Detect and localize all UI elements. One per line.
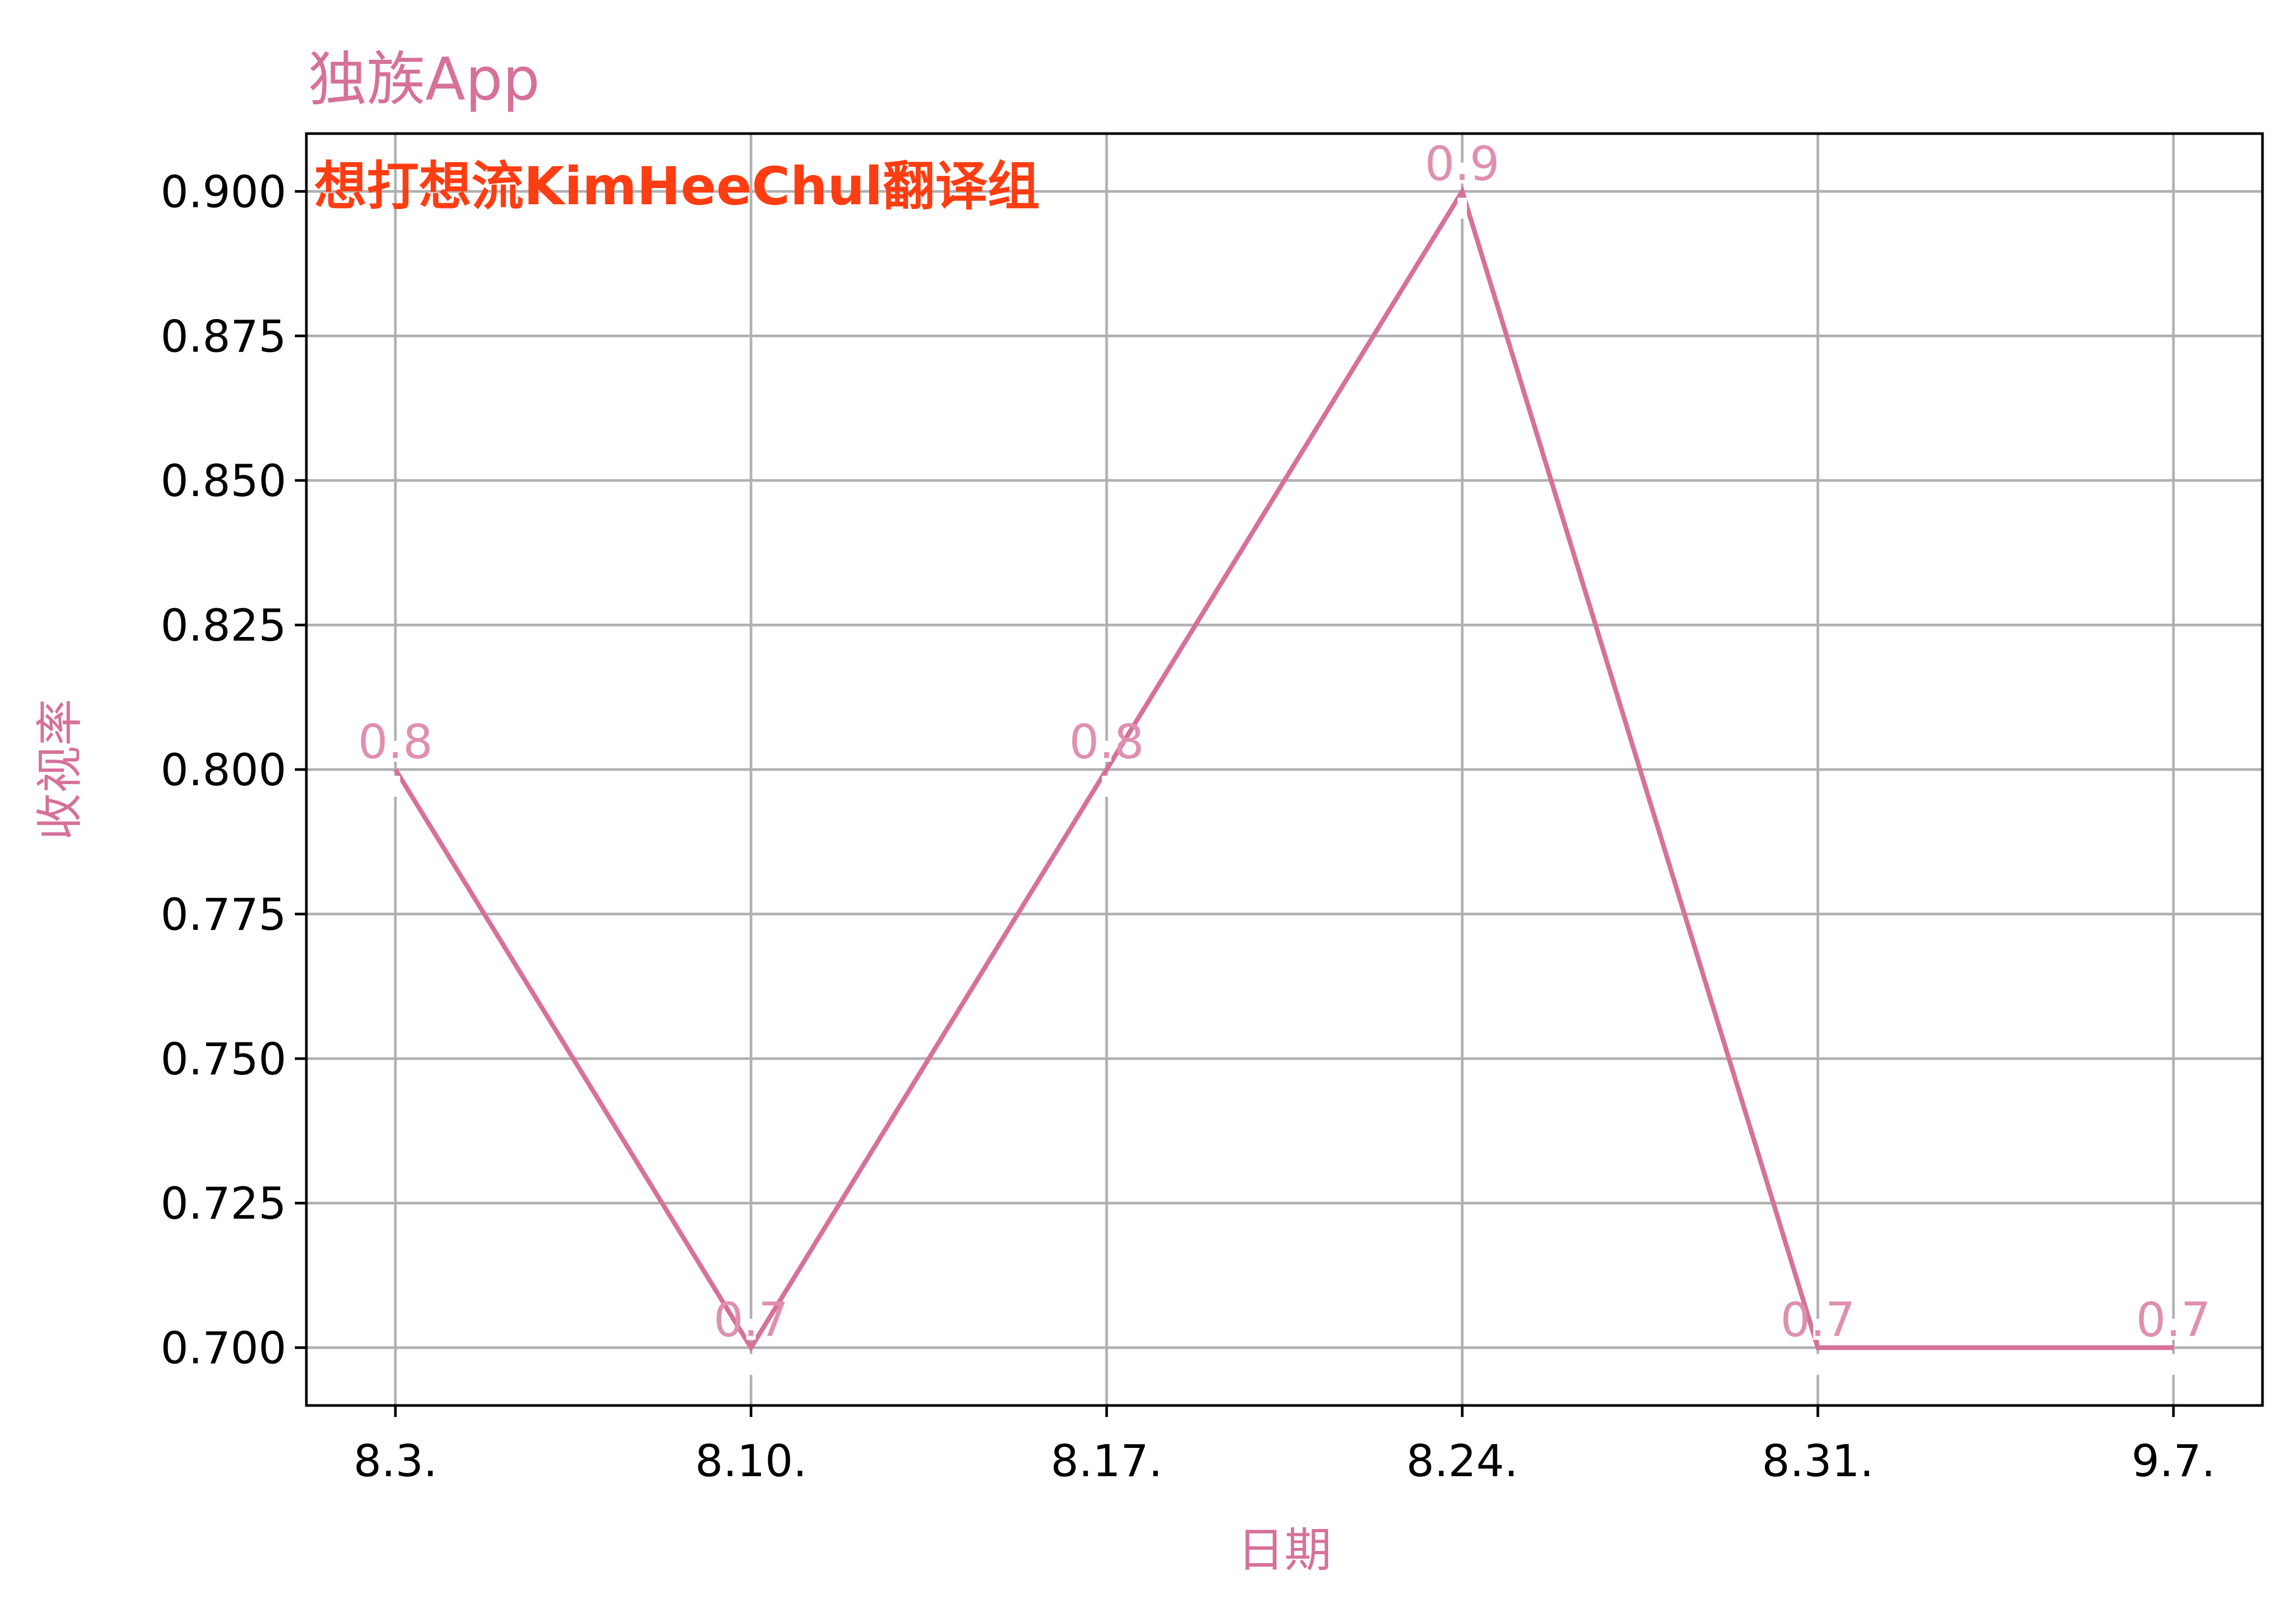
y-tick-label: 0.750 bbox=[161, 1034, 286, 1085]
y-tick-label: 0.725 bbox=[161, 1178, 286, 1229]
grid-layer bbox=[306, 134, 2262, 1405]
data-point-marker bbox=[391, 741, 400, 762]
data-label: 0.9 bbox=[1425, 136, 1499, 191]
x-tick-label: 9.7. bbox=[2132, 1435, 2215, 1487]
data-point-marker bbox=[2169, 1319, 2178, 1340]
y-tick-label: 0.825 bbox=[161, 600, 286, 651]
data-label: 0.8 bbox=[1069, 715, 1144, 770]
data-point-marker bbox=[2169, 1354, 2178, 1375]
y-tick-label: 0.700 bbox=[161, 1323, 286, 1374]
x-tick-label: 8.31. bbox=[1762, 1435, 1874, 1487]
y-axis-label: 收视率 bbox=[32, 699, 87, 840]
data-point-marker bbox=[1813, 1319, 1823, 1340]
x-tick-label: 8.24. bbox=[1406, 1435, 1518, 1487]
data-label: 0.7 bbox=[1780, 1293, 1855, 1348]
data-label: 0.7 bbox=[713, 1293, 788, 1348]
x-axis-label: 日期 bbox=[1238, 1523, 1332, 1578]
data-point-marker bbox=[1813, 1354, 1823, 1375]
y-tick-label: 0.800 bbox=[161, 744, 286, 796]
y-tick-label: 0.875 bbox=[161, 311, 286, 362]
data-point-marker bbox=[1102, 776, 1111, 797]
data-label: 0.8 bbox=[358, 715, 433, 770]
series-line-layer bbox=[393, 185, 2173, 1353]
data-point-marker bbox=[1458, 162, 1467, 184]
watermark-annotation: 想打想流KimHeeChul翻译组 bbox=[314, 156, 1040, 217]
data-point-marker bbox=[1458, 197, 1467, 219]
data-point-marker bbox=[746, 1319, 756, 1340]
data-point-marker bbox=[1102, 741, 1111, 762]
x-tick-label: 8.17. bbox=[1051, 1435, 1163, 1487]
series-line bbox=[393, 185, 2173, 1353]
y-tick-label: 0.850 bbox=[161, 455, 286, 507]
chart-title: 独族App bbox=[308, 46, 540, 114]
data-label: 0.7 bbox=[2136, 1293, 2211, 1348]
tick-layer: 0.700 0.725 0.750 0.775 0.800 0.825 0.850 0.875… bbox=[161, 166, 2216, 1487]
data-label-layer: 0.8 0.7 0.8 0.9 0.7 0.7 bbox=[358, 136, 2211, 1375]
data-point-marker bbox=[746, 1354, 756, 1375]
y-tick-label: 0.775 bbox=[161, 889, 286, 940]
x-tick-label: 8.10. bbox=[695, 1435, 807, 1487]
plot-frame bbox=[305, 132, 2264, 1407]
x-tick-label: 8.3. bbox=[354, 1435, 437, 1487]
data-point-marker bbox=[391, 776, 400, 797]
y-tick-label: 0.900 bbox=[161, 166, 286, 217]
